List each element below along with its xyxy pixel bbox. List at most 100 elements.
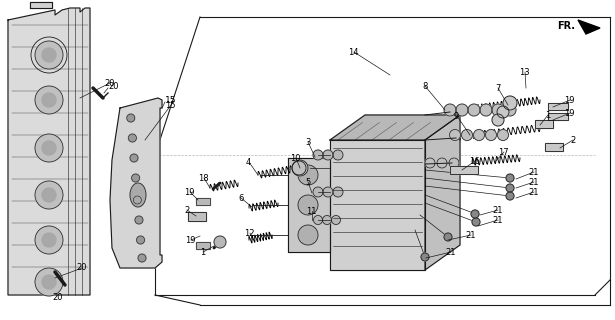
Circle shape xyxy=(130,154,138,162)
Bar xyxy=(450,166,478,174)
Circle shape xyxy=(313,187,323,197)
Circle shape xyxy=(35,226,63,254)
Circle shape xyxy=(42,233,56,247)
Circle shape xyxy=(137,236,145,244)
Circle shape xyxy=(485,130,496,140)
Text: 21: 21 xyxy=(445,247,456,257)
Text: 15: 15 xyxy=(165,100,175,109)
Text: 21: 21 xyxy=(528,167,539,177)
Text: 19: 19 xyxy=(185,236,196,244)
Circle shape xyxy=(138,254,146,262)
Bar xyxy=(196,198,210,205)
Polygon shape xyxy=(110,98,162,268)
Circle shape xyxy=(333,187,343,197)
Text: 4: 4 xyxy=(246,157,252,166)
Circle shape xyxy=(450,130,461,140)
Bar xyxy=(545,143,563,151)
Text: 21: 21 xyxy=(465,230,475,239)
Ellipse shape xyxy=(130,183,146,207)
Text: 5: 5 xyxy=(305,178,310,187)
Circle shape xyxy=(449,158,459,168)
Circle shape xyxy=(497,106,509,118)
Circle shape xyxy=(322,215,331,225)
Text: FR.: FR. xyxy=(557,21,575,31)
Polygon shape xyxy=(288,158,330,252)
Bar xyxy=(450,166,478,174)
Circle shape xyxy=(472,218,480,226)
Circle shape xyxy=(425,158,435,168)
Circle shape xyxy=(42,275,56,289)
Circle shape xyxy=(42,141,56,155)
Circle shape xyxy=(492,114,504,126)
Bar xyxy=(196,242,210,249)
Bar xyxy=(535,120,553,128)
Text: 17: 17 xyxy=(498,148,509,156)
Text: 8: 8 xyxy=(422,82,427,91)
Text: 18: 18 xyxy=(198,173,208,182)
Circle shape xyxy=(135,216,143,224)
Circle shape xyxy=(480,104,492,116)
Circle shape xyxy=(437,158,447,168)
Text: 21: 21 xyxy=(528,188,539,196)
Circle shape xyxy=(471,210,479,218)
Text: 12: 12 xyxy=(244,228,255,237)
Polygon shape xyxy=(330,115,460,140)
Circle shape xyxy=(42,93,56,107)
Bar xyxy=(548,113,568,120)
Circle shape xyxy=(292,160,308,176)
Polygon shape xyxy=(8,8,90,295)
Circle shape xyxy=(35,134,63,162)
Text: 21: 21 xyxy=(492,205,502,214)
Text: 7: 7 xyxy=(495,84,501,92)
Text: 15: 15 xyxy=(165,95,177,105)
Bar xyxy=(545,143,563,151)
Text: 19: 19 xyxy=(564,95,574,105)
Circle shape xyxy=(133,196,141,204)
Circle shape xyxy=(444,104,456,116)
Circle shape xyxy=(298,195,318,215)
Circle shape xyxy=(129,134,137,142)
Circle shape xyxy=(292,161,306,175)
Circle shape xyxy=(35,268,63,296)
Circle shape xyxy=(35,41,63,69)
Bar xyxy=(548,113,568,120)
Circle shape xyxy=(498,130,509,140)
Bar xyxy=(188,212,206,221)
Circle shape xyxy=(214,236,226,248)
Text: 6: 6 xyxy=(238,194,244,203)
Bar xyxy=(548,103,568,110)
Text: 13: 13 xyxy=(519,68,530,76)
Text: 16: 16 xyxy=(469,156,480,165)
Circle shape xyxy=(42,188,56,202)
Polygon shape xyxy=(30,2,52,8)
Circle shape xyxy=(331,215,341,225)
Circle shape xyxy=(468,104,480,116)
Circle shape xyxy=(35,181,63,209)
Circle shape xyxy=(132,174,140,182)
Circle shape xyxy=(323,187,333,197)
Text: 1: 1 xyxy=(545,110,550,119)
Circle shape xyxy=(506,192,514,200)
Text: 19: 19 xyxy=(184,188,194,196)
Text: 11: 11 xyxy=(306,206,317,215)
Circle shape xyxy=(506,184,514,192)
Circle shape xyxy=(314,215,322,225)
Text: 20: 20 xyxy=(76,263,87,273)
Circle shape xyxy=(461,130,472,140)
Text: 3: 3 xyxy=(305,138,311,147)
Polygon shape xyxy=(578,20,600,34)
Circle shape xyxy=(474,130,485,140)
Bar xyxy=(535,120,553,128)
Polygon shape xyxy=(425,115,460,270)
Text: 20: 20 xyxy=(108,82,119,91)
Circle shape xyxy=(127,114,135,122)
Text: 9: 9 xyxy=(454,111,459,121)
Circle shape xyxy=(333,150,343,160)
Bar xyxy=(196,242,210,249)
Circle shape xyxy=(444,233,452,241)
Text: 21: 21 xyxy=(492,215,502,225)
Bar xyxy=(196,198,210,205)
Text: 2: 2 xyxy=(184,205,189,214)
Circle shape xyxy=(298,165,318,185)
Circle shape xyxy=(503,96,517,110)
